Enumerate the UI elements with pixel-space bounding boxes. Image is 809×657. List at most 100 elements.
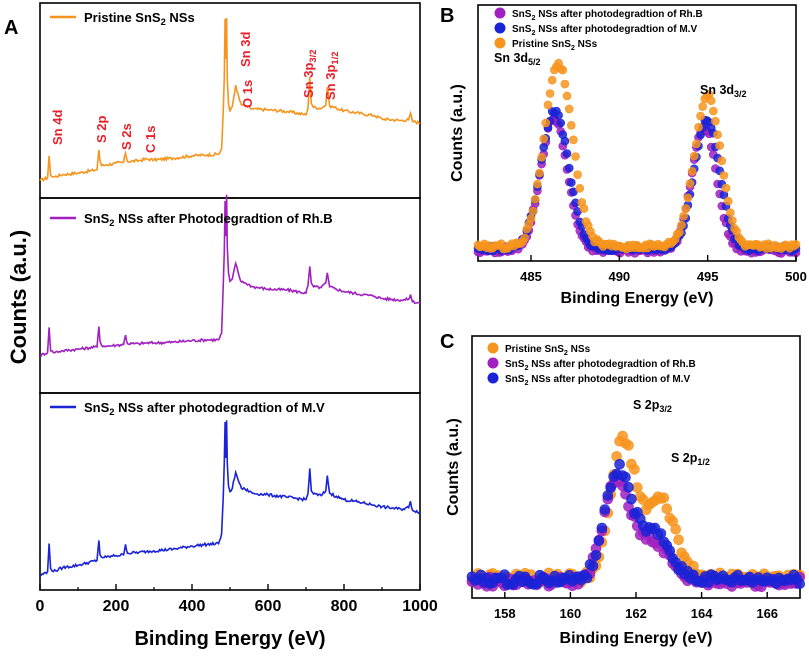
panel-c-legend-marker-1 bbox=[487, 342, 499, 354]
panel-c-series-3-point bbox=[623, 481, 634, 493]
panel-b-series-3-point bbox=[698, 102, 708, 111]
panel-a-x-tick-label-1: 0 bbox=[36, 598, 45, 615]
panel-c-series-3-point bbox=[614, 458, 625, 470]
panel-a-peak-label-1: Sn 4d bbox=[50, 110, 65, 145]
panel-c-legend-label-2: SnS2 NSs after photodegradtion of Rh.B bbox=[505, 359, 696, 372]
panel-c-series-1-point bbox=[658, 492, 670, 504]
panel-b-series-3-point bbox=[571, 152, 580, 161]
panel-b-legend-label-3: Pristine SnS2 NSs bbox=[512, 39, 598, 52]
panel-b-series-3-point bbox=[547, 75, 557, 85]
panel-letter-a: A bbox=[4, 17, 18, 39]
panel-b-legend-label-2: SnS2 NSs after photodegradtion of M.V bbox=[512, 24, 697, 37]
panel-c-x-axis-title: Binding Energy (eV) bbox=[560, 630, 713, 647]
panel-a-x-tick-label-4: 600 bbox=[255, 598, 282, 615]
panel-c-legend-label-1: Pristine SnS2 NSs bbox=[505, 344, 591, 357]
panel-b-series-3-point bbox=[541, 118, 551, 128]
panel-c-peak-label-1: S 2p3/2 bbox=[633, 398, 672, 414]
panel-b-series-3-point bbox=[575, 184, 585, 193]
panel-b-series-3-point bbox=[687, 167, 697, 176]
panel-c-series-3-point bbox=[590, 550, 602, 561]
panel-b-series-3-point bbox=[713, 130, 722, 139]
panel-b-series-3-point bbox=[533, 179, 542, 189]
panel-a-x-tick-label-2: 200 bbox=[103, 598, 130, 615]
panel-b-series-3-point bbox=[566, 121, 576, 130]
panel-b-series-3-point bbox=[706, 96, 716, 105]
panel-a-series-line-3 bbox=[39, 420, 421, 577]
panel-b-series-3-point bbox=[694, 122, 703, 132]
panel-b-series-3-point bbox=[717, 156, 727, 166]
panel-c-legend-marker-2 bbox=[487, 357, 499, 369]
panel-b-series-3-point bbox=[725, 208, 735, 217]
panel-b-sn3d-chart: SnS2 NSs after photodegradtion of Rh.B Sn… bbox=[449, 4, 807, 307]
panel-c-legend-label-3: SnS2 NSs after photodegradtion of M.V bbox=[505, 374, 690, 387]
panel-b-series-3-point bbox=[679, 211, 688, 221]
panel-c-series-3-point bbox=[599, 504, 611, 515]
panel-b-series-3-point bbox=[721, 183, 731, 193]
panel-a-legend-label-2: SnS2 NSs after Photodegradtion of Rh.B bbox=[84, 211, 333, 228]
panel-c-series-3-point bbox=[587, 560, 599, 572]
panel-b-series-3-point bbox=[526, 214, 536, 223]
panel-a-peak-label-7: Sn 3p3/2 bbox=[301, 50, 318, 98]
panel-b-legend-label-1: SnS2 NSs after photodegradtion of Rh.B bbox=[512, 9, 703, 22]
panel-a-peak-label-5: Sn 3d bbox=[238, 32, 253, 67]
panel-a-legend-label-3: SnS2 NSs after photodegradtion of M.V bbox=[84, 400, 325, 417]
panel-letter-c: C bbox=[440, 331, 454, 353]
panel-b-series-3-point bbox=[528, 206, 538, 216]
panel-b-peak-label-1: Sn 3d5/2 bbox=[494, 51, 541, 67]
panel-a-peak-label-2: S 2p bbox=[94, 115, 109, 143]
panel-a-x-tick-label-6: 1000 bbox=[402, 598, 438, 615]
panel-b-series-3-point bbox=[681, 204, 691, 213]
panel-c-x-tick-label-1: 158 bbox=[494, 606, 516, 621]
panel-b-series-3-point bbox=[537, 153, 546, 162]
panel-b-series-3-point bbox=[708, 106, 718, 116]
panel-b-legend-marker-2 bbox=[494, 22, 506, 34]
panel-a-x-axis-title: Binding Energy (eV) bbox=[134, 628, 325, 650]
panel-c-series-3-point bbox=[794, 578, 806, 590]
panel-b-series-3-point bbox=[723, 196, 733, 206]
panel-b-series-2-point bbox=[696, 130, 705, 140]
panel-c-series-1-point bbox=[623, 440, 634, 451]
panel-a-peak-label-4: C 1s bbox=[143, 126, 158, 153]
panel-b-series-3-point bbox=[711, 116, 720, 126]
panel-c-peak-label-2: S 2p1/2 bbox=[671, 451, 710, 467]
panel-b-x-tick-label-4: 500 bbox=[785, 269, 807, 284]
panel-b-series-3-point bbox=[562, 91, 572, 101]
panel-c-x-tick-label-5: 166 bbox=[756, 606, 778, 621]
panel-b-series-3-point bbox=[545, 89, 555, 98]
panel-b-series-3-point bbox=[696, 111, 705, 121]
panel-a-survey-chart: Pristine SnS2 NSs SnS2 NSs after Photodeg… bbox=[6, 2, 438, 650]
panel-b-series-3-point bbox=[560, 79, 570, 89]
panel-a-peak-label-6: O 1s bbox=[240, 80, 255, 108]
panel-b-series-3-point bbox=[683, 193, 693, 203]
panel-a-legend-label-1: Pristine SnS2 NSs bbox=[84, 10, 195, 27]
panel-c-series-3-point bbox=[626, 493, 637, 505]
panel-b-series-2-point bbox=[564, 163, 574, 173]
panel-b-legend-marker-1 bbox=[494, 7, 506, 19]
panel-b-series-3-point bbox=[791, 240, 801, 249]
panel-letter-b: B bbox=[440, 5, 454, 27]
panel-b-series-3-point bbox=[530, 195, 540, 204]
panel-c-x-tick-label-2: 160 bbox=[560, 606, 582, 621]
panel-b-series-2-point bbox=[562, 149, 572, 158]
panel-b-series-3-point bbox=[535, 168, 544, 178]
panel-b-x-tick-label-2: 490 bbox=[608, 269, 630, 284]
panel-b-y-axis-title: Counts (a.u.) bbox=[449, 84, 466, 182]
panel-b-series-3-point bbox=[539, 134, 549, 144]
panel-b-series-3-point bbox=[715, 141, 725, 150]
panel-b-series-2-point bbox=[566, 178, 576, 187]
panel-a-peak-label-3: S 2s bbox=[119, 123, 134, 150]
panel-c-s2p-chart: Pristine SnS2 NSs SnS2 NSs after photodeg… bbox=[445, 335, 806, 647]
panel-b-series-3-point bbox=[675, 228, 684, 237]
panel-c-y-axis-title: Counts (a.u.) bbox=[445, 418, 462, 516]
panel-b-series-3-point bbox=[569, 135, 578, 145]
panel-b-legend-marker-3 bbox=[494, 37, 506, 49]
panel-c-series-1-point bbox=[673, 534, 684, 546]
panel-c-series-3-point bbox=[605, 482, 617, 494]
panel-b-series-2-point bbox=[539, 143, 549, 152]
panel-b-series-3-point bbox=[573, 170, 582, 179]
panel-b-x-tick-label-1: 485 bbox=[520, 269, 542, 284]
panel-b-series-3-point bbox=[677, 220, 686, 230]
panel-a-x-tick-label-5: 800 bbox=[331, 598, 358, 615]
panel-a-y-axis-title: Counts (a.u.) bbox=[6, 230, 31, 364]
